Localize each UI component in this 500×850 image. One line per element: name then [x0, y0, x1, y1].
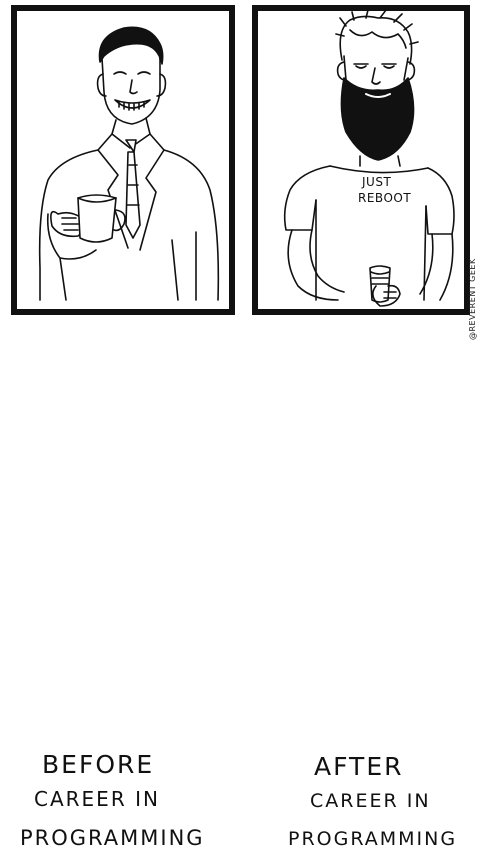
before-panel	[11, 5, 235, 315]
comic: JUST REBOOT BEFORE CAREER IN PROGRAMMING…	[11, 5, 477, 849]
artist-watermark: @REVERENT GEEK	[468, 258, 477, 340]
after-caption-line-2: CAREER IN	[310, 790, 431, 812]
businessman-illustration	[38, 26, 220, 301]
after-caption-line-1: AFTER	[314, 752, 404, 781]
before-caption-line-2: CAREER IN	[34, 787, 160, 811]
before-caption-line-1: BEFORE	[42, 750, 155, 779]
shirt-text-line-2: REBOOT	[358, 191, 411, 205]
bearded-programmer-illustration: JUST REBOOT	[283, 9, 455, 307]
after-panel: JUST REBOOT	[252, 5, 470, 315]
before-caption-line-3: PROGRAMMING	[20, 826, 205, 850]
comic-artwork: JUST REBOOT	[11, 5, 470, 315]
after-caption-line-3: PROGRAMMING	[288, 828, 458, 850]
shirt-text-line-1: JUST	[361, 175, 391, 189]
